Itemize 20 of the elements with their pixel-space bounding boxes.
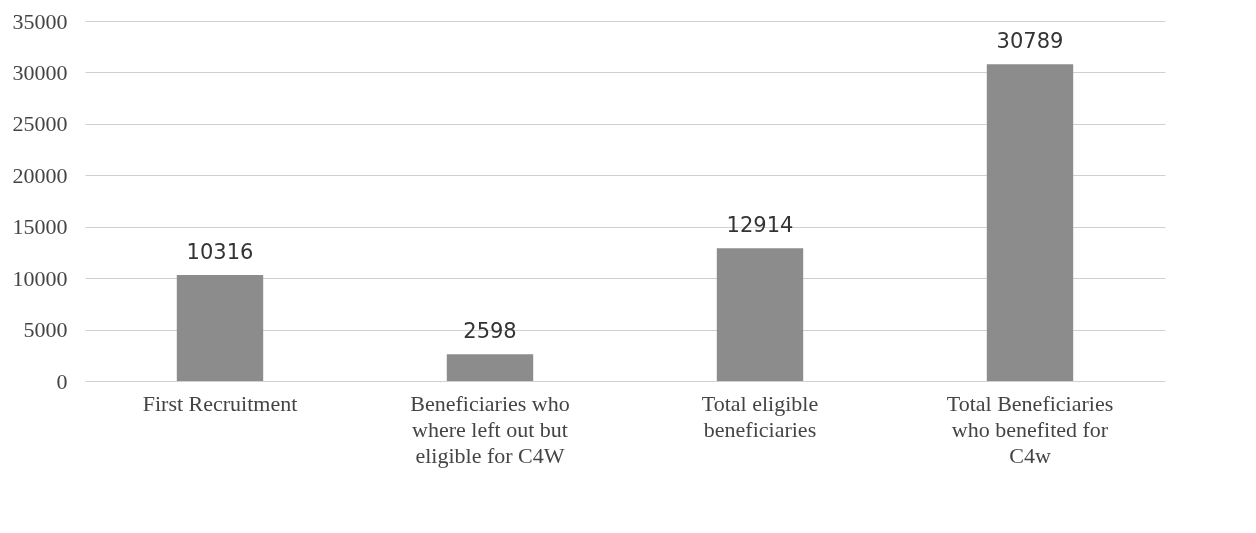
bar bbox=[986, 64, 1074, 381]
y-tick-label: 5000 bbox=[23, 317, 68, 343]
y-tick-label: 10000 bbox=[12, 265, 68, 291]
x-tick-label: Total Beneficiaries who benefited for C4w bbox=[946, 390, 1114, 468]
data-label: 12914 bbox=[726, 213, 794, 238]
x-tick-label: First Recruitment bbox=[142, 390, 298, 416]
x-tick-label: Total eligible beneficiaries bbox=[701, 390, 819, 442]
x-tick-label: Beneficiaries who where left out but eligible for C4W bbox=[410, 390, 570, 468]
y-tick-label: 30000 bbox=[12, 59, 68, 85]
y-tick-label: 0 bbox=[56, 368, 68, 394]
data-label: 30789 bbox=[996, 29, 1064, 54]
data-label: 2598 bbox=[463, 319, 517, 344]
bar bbox=[176, 274, 264, 381]
y-tick-label: 15000 bbox=[12, 214, 68, 240]
bar bbox=[446, 354, 534, 381]
bar bbox=[716, 248, 804, 381]
y-tick-label: 20000 bbox=[12, 162, 68, 188]
data-label: 10316 bbox=[186, 239, 254, 264]
y-tick-label: 35000 bbox=[12, 8, 68, 34]
y-tick-label: 25000 bbox=[12, 111, 68, 137]
